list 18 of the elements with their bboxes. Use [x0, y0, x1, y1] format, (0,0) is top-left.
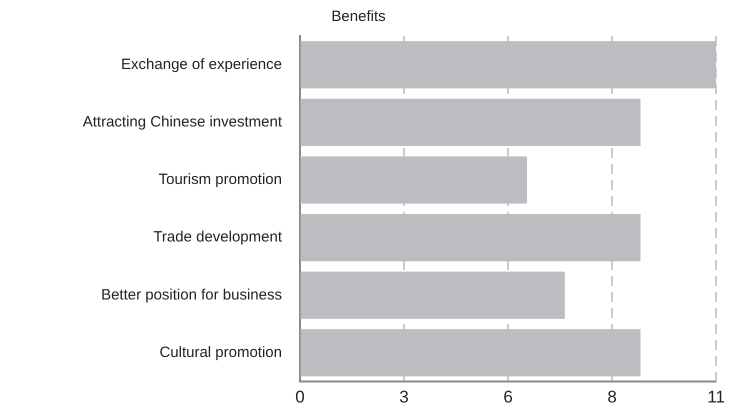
y-tick-label: Better position for business [101, 286, 282, 304]
bar [300, 98, 641, 146]
bar [300, 41, 716, 88]
bar [300, 214, 641, 262]
x-tick-label: 0 [295, 387, 305, 406]
y-tick-label: Attracting Chinese investment [82, 114, 283, 131]
y-tick-label: Cultural promotion [159, 344, 282, 361]
chart-title: Benefits [331, 8, 386, 26]
x-tick-label: 11 [707, 387, 726, 406]
x-tick-label: 8 [607, 387, 617, 406]
y-tick-label: Trade development [153, 228, 283, 246]
x-tick-label: 3 [399, 387, 409, 406]
bar [300, 156, 528, 204]
x-tick-label: 6 [503, 387, 513, 406]
bar [300, 329, 641, 376]
y-tick-label: Tourism promotion [158, 171, 282, 188]
bar [300, 272, 565, 319]
y-tick-label: Exchange of experience [121, 56, 282, 73]
